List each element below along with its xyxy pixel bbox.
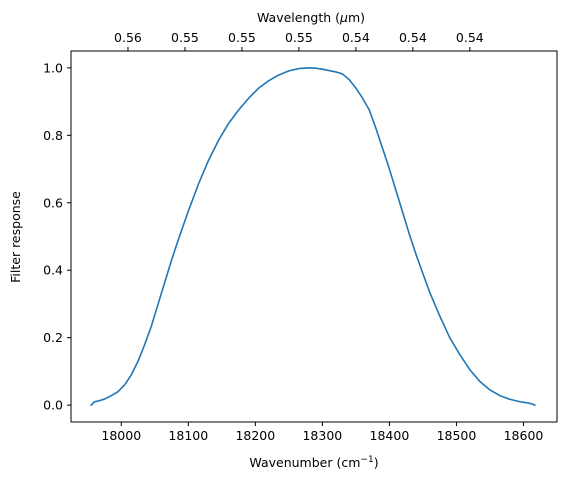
x-axis-label-superscript: −1 bbox=[360, 455, 373, 465]
x-tick-label: 18500 bbox=[437, 428, 477, 443]
top-tick-label: 0.54 bbox=[342, 30, 370, 45]
y-axis-ticks: 0.0 0.2 0.4 0.6 0.8 1.0 bbox=[43, 60, 71, 413]
x-axis-label: Wavenumber (cm−1) bbox=[249, 455, 378, 470]
y-tick-label: 0.4 bbox=[43, 263, 63, 278]
top-x-axis-label-unit: m) bbox=[348, 10, 365, 25]
x-tick-label: 18100 bbox=[168, 428, 208, 443]
top-tick-label: 0.54 bbox=[456, 30, 484, 45]
y-tick-label: 0.6 bbox=[43, 195, 63, 210]
top-x-axis-label-text: Wavelength ( bbox=[257, 10, 340, 25]
y-axis-label: Filter response bbox=[8, 191, 23, 283]
axes-frame bbox=[70, 50, 558, 423]
top-tick-label: 0.54 bbox=[399, 30, 427, 45]
y-tick-label: 0.0 bbox=[43, 398, 63, 413]
plot-area bbox=[90, 67, 536, 406]
top-tick-label: 0.55 bbox=[228, 30, 256, 45]
top-tick-label: 0.56 bbox=[114, 30, 142, 45]
y-tick-label: 0.8 bbox=[43, 128, 63, 143]
series-line-0 bbox=[90, 67, 536, 406]
x-tick-label: 18000 bbox=[101, 428, 141, 443]
top-tick-label: 0.55 bbox=[285, 30, 313, 45]
top-x-axis-label: Wavelength (μm) bbox=[257, 10, 365, 25]
top-tick-label: 0.55 bbox=[171, 30, 199, 45]
x-tick-label: 18300 bbox=[302, 428, 342, 443]
y-tick-label: 1.0 bbox=[43, 60, 63, 75]
x-axis-label-close: ) bbox=[374, 455, 379, 470]
x-tick-label: 18200 bbox=[235, 428, 275, 443]
top-x-axis-ticks: 0.56 0.55 0.55 0.55 0.54 0.54 0.54 bbox=[114, 30, 484, 51]
top-x-axis-label-mu: μ bbox=[339, 10, 348, 25]
x-tick-label: 18600 bbox=[504, 428, 544, 443]
y-tick-label: 0.2 bbox=[43, 330, 63, 345]
bottom-x-axis-ticks: 18000 18100 18200 18300 18400 18500 18600 bbox=[101, 422, 543, 443]
x-axis-label-text: Wavenumber (cm bbox=[249, 455, 360, 470]
x-tick-label: 18400 bbox=[370, 428, 410, 443]
